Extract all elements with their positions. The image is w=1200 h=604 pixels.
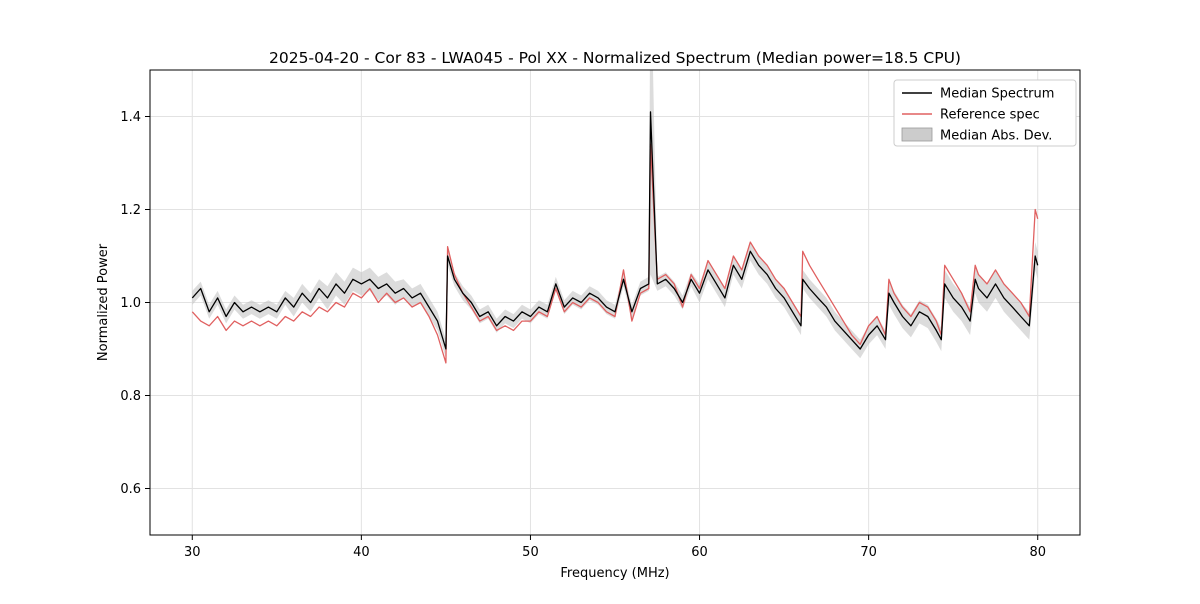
legend: Median Spectrum Reference spec Median Ab… (893, 79, 1077, 147)
x-tick-label: 30 (184, 545, 201, 560)
legend-label-median-spectrum: Median Spectrum (940, 87, 1054, 102)
x-tick-label: 60 (691, 545, 708, 560)
legend-box (893, 79, 1077, 147)
y-tick-label: 0.6 (120, 482, 141, 497)
chart-title: 2025-04-20 - Cor 83 - LWA045 - Pol XX - … (269, 49, 961, 67)
y-tick-label: 0.8 (120, 389, 141, 404)
legend-label-reference-spec: Reference spec (940, 108, 1040, 123)
y-axis-label: Normalized Power (96, 243, 111, 361)
x-tick-label: 80 (1029, 545, 1046, 560)
x-tick-label: 50 (522, 545, 539, 560)
reference-spec-line (191, 143, 1039, 364)
plot-area (191, 70, 1039, 364)
legend-label-mad-band: Median Abs. Dev. (940, 129, 1052, 144)
legend-entry-reference-spec: Reference spec (902, 108, 1040, 123)
axis-ticks: 30 40 50 60 70 80 0.6 0.8 1.0 1.2 1.4 (120, 110, 1046, 560)
legend-entry-mad-band: Median Abs. Dev. (901, 127, 1052, 144)
legend-entry-median-spectrum: Median Spectrum (902, 87, 1054, 102)
x-tick-label: 40 (353, 545, 370, 560)
x-axis-label: Frequency (MHz) (560, 566, 669, 581)
mad-band-swatch (901, 127, 933, 142)
y-tick-label: 1.2 (120, 203, 141, 218)
x-tick-label: 70 (860, 545, 877, 560)
y-tick-label: 1.4 (120, 110, 141, 125)
y-tick-label: 1.0 (120, 296, 141, 311)
median-spectrum-line (191, 111, 1039, 350)
mad-band (192, 70, 1038, 359)
